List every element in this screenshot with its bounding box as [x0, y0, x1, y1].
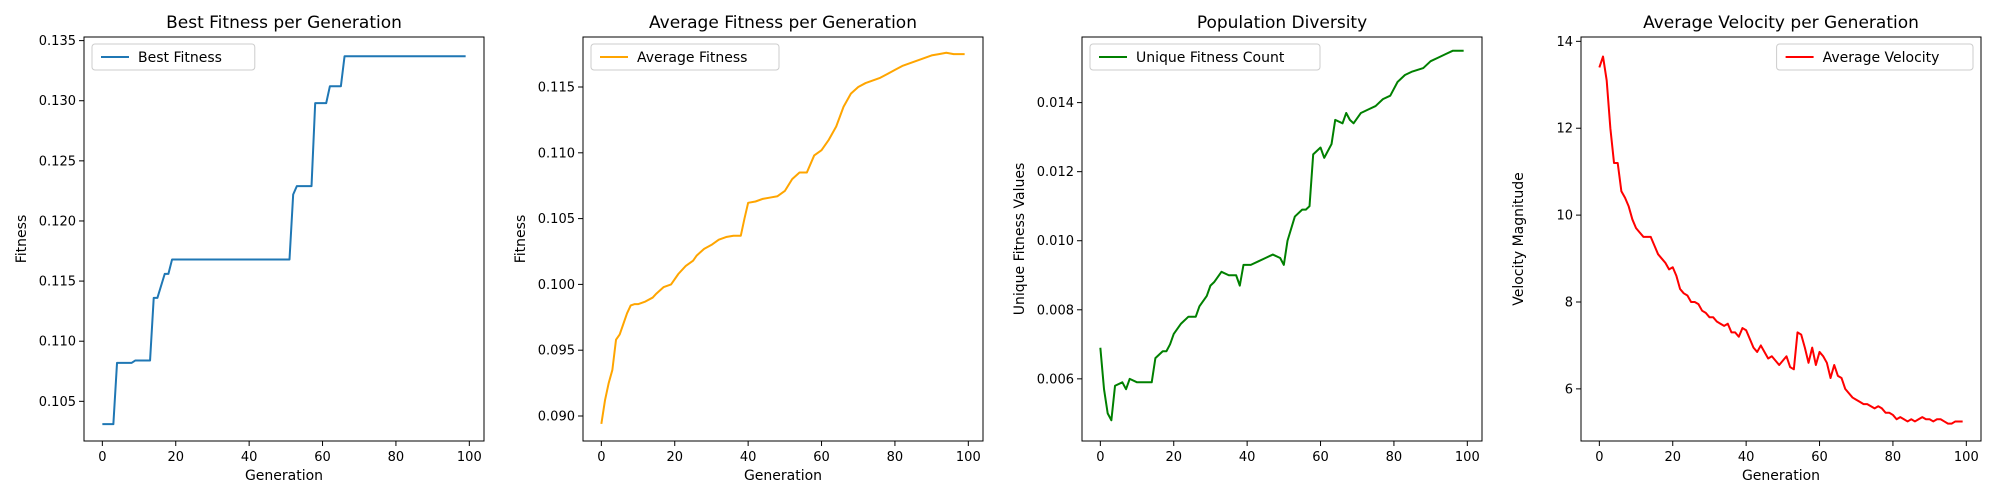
- x-axis-label: Generation: [1742, 468, 1820, 484]
- y-tick-label: 0.115: [39, 275, 76, 290]
- chart-panel-1: 0 20 40 60 80 100 0.105 0.110 0.115 0.120 0.125 0.1…: [14, 13, 485, 484]
- legend: Best Fitness: [91, 43, 256, 71]
- x-tick-label: 40: [241, 450, 258, 465]
- x-tick-label: 40: [1738, 450, 1755, 465]
- legend-box: [1089, 43, 1321, 71]
- legend: Unique Fitness Count: [1089, 43, 1321, 71]
- x-tick-label: 40: [740, 450, 757, 465]
- x-tick-label: 20: [666, 450, 683, 465]
- legend-entry: Unique Fitness Count: [1136, 50, 1285, 66]
- chart-panel-2: 0 20 40 60 80 100 0.090 0.095 0.100 0.105 0.110 0.1…: [513, 13, 984, 484]
- chart-panel-3: 0 20 40 60 80 100 0.006 0.008 0.010 0.012 0.014 Pop…: [1012, 13, 1483, 465]
- legend-box: [91, 43, 256, 71]
- chart-title: Population Diversity: [1197, 13, 1367, 33]
- y-tick-label: 0.090: [538, 409, 575, 424]
- x-tick-label: 0: [1096, 450, 1104, 465]
- y-tick-label: 0.105: [538, 212, 575, 227]
- y-tick-label: 0.100: [538, 278, 575, 293]
- y-axis-label: Fitness: [513, 215, 529, 264]
- x-tick-label: 80: [1885, 450, 1902, 465]
- x-tick-label: 100: [1455, 450, 1480, 465]
- x-tick-label: 0: [98, 450, 106, 465]
- x-tick-label: 80: [1386, 450, 1403, 465]
- y-tick-label: 0.010: [1037, 234, 1074, 249]
- y-tick-label: 10: [1556, 209, 1573, 224]
- x-tick-label: 80: [887, 450, 904, 465]
- x-tick-label: 100: [956, 450, 981, 465]
- x-axis-label: Generation: [245, 468, 323, 484]
- chart-title: Best Fitness per Generation: [166, 13, 402, 33]
- chart-title: Average Velocity per Generation: [1643, 13, 1919, 33]
- y-tick-label: 0.014: [1037, 96, 1074, 111]
- x-tick-label: 20: [167, 450, 184, 465]
- y-tick-label: 0.012: [1037, 165, 1074, 180]
- x-axis-label: Generation: [744, 468, 822, 484]
- legend: Average Velocity: [1776, 43, 1974, 71]
- y-tick-label: 0.110: [39, 335, 76, 350]
- x-tick-label: 80: [388, 450, 405, 465]
- x-tick-label: 60: [813, 450, 830, 465]
- legend: Average Fitness: [590, 43, 780, 71]
- x-tick-label: 20: [1664, 450, 1681, 465]
- x-tick-label: 60: [314, 450, 331, 465]
- y-tick-label: 12: [1556, 122, 1573, 137]
- plot-frame: [582, 36, 984, 442]
- y-axis-label: Velocity Magnitude: [1511, 172, 1527, 306]
- y-tick-label: 0.135: [39, 34, 76, 49]
- y-tick-label: 0.008: [1037, 303, 1074, 318]
- y-tick-label: 8: [1565, 295, 1573, 310]
- y-tick-label: 14: [1556, 35, 1573, 50]
- plot-frame: [1580, 36, 1982, 442]
- x-tick-label: 0: [1595, 450, 1603, 465]
- y-tick-label: 0.130: [39, 94, 76, 109]
- plot-frame: [1081, 36, 1483, 442]
- y-tick-label: 0.006: [1037, 372, 1074, 387]
- x-tick-label: 20: [1165, 450, 1182, 465]
- chart-panel-4: 0 20 40 60 80 100 6 8 10 12 14 Average Velocity per…: [1511, 13, 1982, 484]
- y-axis-label: Fitness: [14, 215, 30, 264]
- legend-entry: Average Velocity: [1823, 50, 1940, 66]
- y-axis-label: Unique Fitness Values: [1012, 163, 1028, 316]
- y-tick-label: 0.110: [538, 146, 575, 161]
- x-tick-label: 60: [1811, 450, 1828, 465]
- x-tick-label: 60: [1312, 450, 1329, 465]
- series-line-1: [1099, 49, 1464, 422]
- legend-box: [1776, 43, 1974, 71]
- chart-title: Average Fitness per Generation: [649, 13, 917, 33]
- x-tick-label: 100: [1954, 450, 1979, 465]
- series-line-1: [102, 55, 466, 426]
- series-line-1: [600, 51, 965, 425]
- legend-entry: Average Fitness: [637, 50, 747, 66]
- x-tick-label: 100: [457, 450, 482, 465]
- y-tick-label: 0.120: [39, 214, 76, 229]
- y-tick-label: 0.095: [538, 344, 575, 359]
- series-line-1: [1598, 55, 1963, 425]
- legend-entry: Best Fitness: [138, 50, 222, 66]
- x-tick-label: 40: [1239, 450, 1256, 465]
- x-tick-label: 0: [597, 450, 605, 465]
- y-tick-label: 0.125: [39, 154, 76, 169]
- y-tick-label: 0.115: [538, 81, 575, 96]
- plot-frame: [83, 36, 485, 442]
- legend-box: [590, 43, 780, 71]
- y-tick-label: 0.105: [39, 395, 76, 410]
- y-tick-label: 6: [1565, 382, 1573, 397]
